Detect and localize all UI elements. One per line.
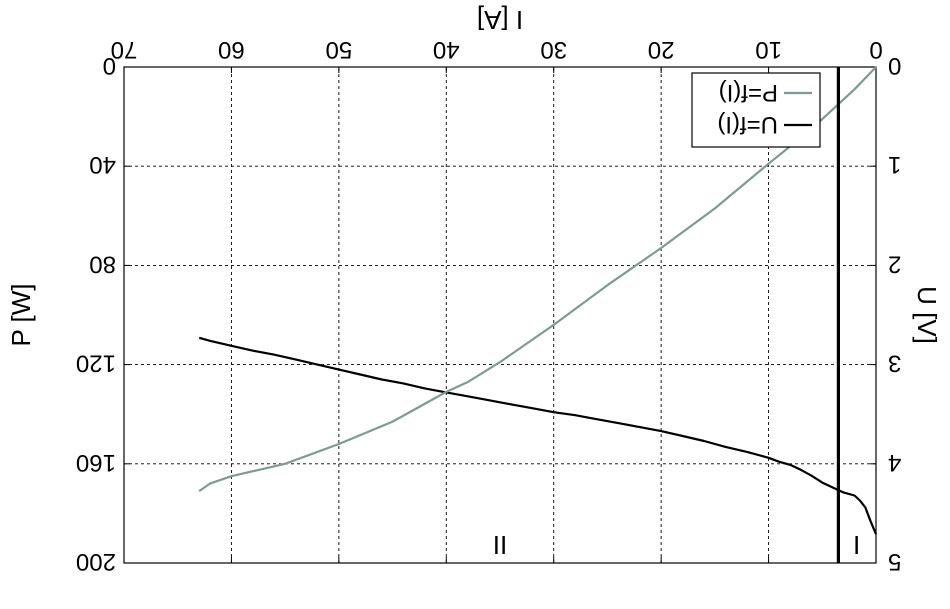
left-tick-label: 3 [888,350,901,377]
left-tick-label: 0 [888,52,901,79]
x-tick-label: 40 [433,36,460,63]
right-tick-label: 0 [103,52,116,79]
legend-box [691,72,821,148]
left-axis-ticks: 0 1 2 3 4 5 [870,52,901,575]
left-tick-label: 4 [888,449,901,476]
right-axis-label: P [W] [6,283,36,346]
x-tick-label: 50 [326,36,353,63]
left-axis-label: U [V] [912,286,942,344]
x-axis-label: I [A] [477,5,523,35]
legend: U=f(I) P=f(I) [691,72,821,148]
x-tick-label: 70 [111,36,138,63]
legend-label-u: U=f(I) [717,111,778,138]
plot-frame [123,66,877,564]
x-axis-ticks: 0 10 20 30 40 50 60 70 [111,36,883,563]
series-line-u [198,336,878,535]
right-tick-label: 200 [76,548,116,575]
x-tick-label: 0 [869,36,882,63]
x-tick-label: 30 [540,36,567,63]
left-tick-label: 1 [888,151,901,178]
x-tick-label: 20 [648,36,675,63]
x-tick-label: 10 [755,36,782,63]
right-tick-label: 120 [76,350,116,377]
left-tick-label: 5 [888,548,901,575]
legend-label-p: P=f(I) [719,79,778,106]
right-tick-label: 40 [89,151,116,178]
right-tick-label: 80 [89,250,116,277]
grid [124,67,876,563]
region-label-i: I [853,530,860,560]
x-tick-label: 60 [218,36,245,63]
right-tick-label: 160 [76,449,116,476]
left-tick-label: 2 [888,250,901,277]
right-axis-ticks: 0 40 80 120 160 200 [76,52,130,575]
region-label-ii: II [493,530,507,560]
